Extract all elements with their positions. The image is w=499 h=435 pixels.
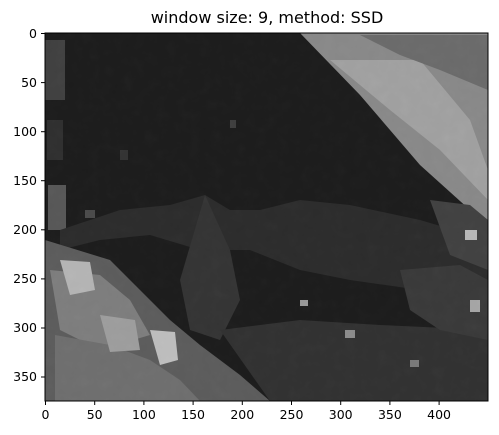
x-tick-label: 300: [329, 407, 353, 422]
y-tick-label: 200: [13, 222, 37, 237]
x-tick-label: 150: [181, 407, 205, 422]
y-axis: 0 50 100 150 200 250 300 350: [13, 26, 45, 384]
y-tick-label: 350: [13, 369, 37, 384]
x-tick-label: 400: [427, 407, 451, 422]
x-tick-label: 350: [378, 407, 402, 422]
y-tick-label: 0: [29, 26, 37, 41]
disparity-map-image: [45, 33, 488, 401]
x-tick-label: 0: [42, 407, 50, 422]
x-tick-label: 250: [280, 407, 304, 422]
y-tick-label: 300: [13, 320, 37, 335]
figure-title: window size: 9, method: SSD: [151, 8, 384, 27]
x-tick-label: 50: [87, 407, 103, 422]
x-tick-label: 200: [230, 407, 254, 422]
axes-frame: [44, 32, 489, 402]
y-tick-label: 100: [13, 124, 37, 139]
y-tick-label: 50: [21, 75, 37, 90]
y-tick-label: 150: [13, 173, 37, 188]
x-tick-label: 100: [132, 407, 156, 422]
y-tick-label: 250: [13, 271, 37, 286]
x-axis: 0 50 100 150 200 250 300 350 400: [42, 401, 451, 422]
